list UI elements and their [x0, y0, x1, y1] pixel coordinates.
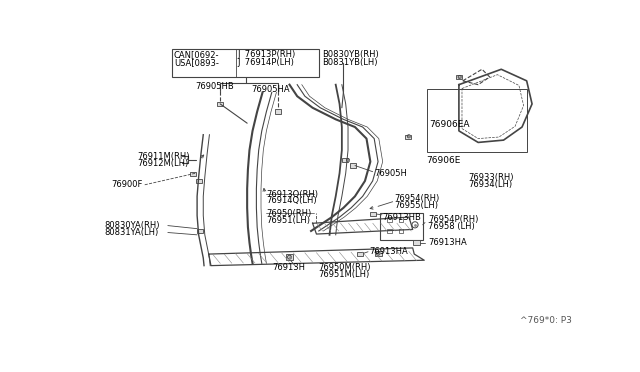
Bar [387, 229, 392, 233]
Text: 80831YA(LH): 80831YA(LH) [105, 228, 159, 237]
Bar [399, 217, 403, 222]
FancyBboxPatch shape [342, 158, 348, 163]
Text: 76951M(LH): 76951M(LH) [319, 270, 370, 279]
Text: 76954(RH): 76954(RH) [394, 194, 440, 203]
Text: 76913HA: 76913HA [369, 247, 408, 256]
Text: 76951(LH): 76951(LH) [266, 216, 310, 225]
Text: 76911M(RH): 76911M(RH) [137, 152, 189, 161]
Text: J  76914P(LH): J 76914P(LH) [237, 58, 294, 67]
Bar [380, 213, 422, 240]
FancyBboxPatch shape [197, 229, 204, 233]
FancyBboxPatch shape [275, 109, 281, 114]
Text: 76933(RH): 76933(RH) [468, 173, 514, 182]
FancyBboxPatch shape [405, 135, 411, 140]
FancyBboxPatch shape [456, 75, 461, 79]
Text: 76913HA: 76913HA [428, 238, 467, 247]
Text: 76905H: 76905H [374, 169, 407, 178]
Bar [387, 217, 392, 222]
Text: 76912M(LH): 76912M(LH) [137, 159, 188, 168]
FancyBboxPatch shape [349, 163, 356, 168]
Text: 76905HB: 76905HB [196, 82, 234, 91]
Text: 76955(LH): 76955(LH) [394, 201, 438, 210]
Text: 76914Q(LH): 76914Q(LH) [266, 196, 317, 205]
Text: 76906EA: 76906EA [429, 120, 470, 129]
FancyBboxPatch shape [286, 254, 293, 260]
FancyBboxPatch shape [196, 179, 202, 183]
Text: B0831YB(LH): B0831YB(LH) [322, 58, 378, 67]
Text: 80830YA(RH): 80830YA(RH) [105, 221, 160, 230]
FancyBboxPatch shape [374, 251, 381, 256]
Bar [172, 49, 319, 77]
Text: USA[0893-: USA[0893- [174, 58, 219, 67]
Text: 76913HB: 76913HB [382, 213, 420, 222]
Bar [427, 89, 527, 153]
FancyBboxPatch shape [369, 212, 376, 217]
FancyBboxPatch shape [190, 172, 196, 176]
FancyBboxPatch shape [357, 252, 364, 256]
Text: J  76913P(RH): J 76913P(RH) [237, 50, 296, 59]
Text: CAN[0692-: CAN[0692- [174, 50, 220, 59]
Text: B0830YB(RH): B0830YB(RH) [322, 50, 379, 59]
Text: 76950(RH): 76950(RH) [266, 209, 312, 218]
FancyBboxPatch shape [413, 240, 420, 245]
Text: 76913Q(RH): 76913Q(RH) [266, 189, 319, 199]
Bar [399, 229, 403, 233]
Text: 76958 (LH): 76958 (LH) [428, 222, 475, 231]
Text: 76900F: 76900F [111, 180, 142, 189]
Text: 76905HA: 76905HA [251, 85, 290, 94]
Text: 76906E: 76906E [427, 155, 461, 165]
FancyBboxPatch shape [217, 102, 223, 106]
Text: ^769*0: P3: ^769*0: P3 [520, 316, 572, 325]
Ellipse shape [485, 98, 502, 125]
Text: 76913H: 76913H [273, 263, 305, 272]
Text: 76934(LH): 76934(LH) [468, 180, 512, 189]
Text: 76950M(RH): 76950M(RH) [319, 263, 371, 272]
Text: 76954P(RH): 76954P(RH) [428, 215, 479, 224]
